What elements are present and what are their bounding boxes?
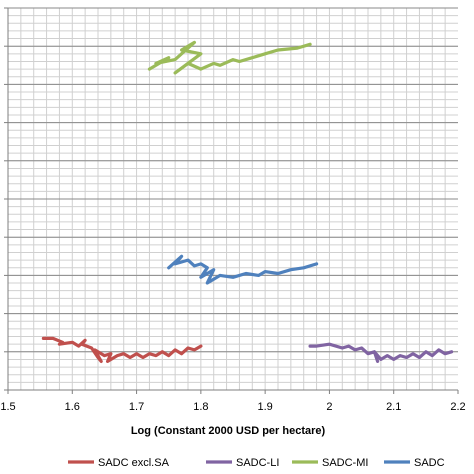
x-tick-label: 2.2 <box>450 401 465 413</box>
series-line <box>41 336 203 363</box>
x-tick-labels: 1.5 1.6 1.7 1.8 1.9 2 2.1 2.2 <box>0 390 466 413</box>
series-line <box>147 40 312 75</box>
legend-label: SADC-LI <box>236 457 279 469</box>
legend-label: SADC <box>414 457 445 469</box>
gridlines <box>8 7 458 390</box>
x-tick-label: 2.1 <box>386 401 401 413</box>
x-tick-label: 1.7 <box>129 401 144 413</box>
legend-label: SADC excl.SA <box>98 457 170 469</box>
series-line <box>308 342 454 363</box>
x-tick-label: 2 <box>326 401 332 413</box>
x-tick-label: 1.5 <box>0 401 15 413</box>
legend: SADC excl.SA SADC-LI SADC-MI SADC <box>68 457 445 469</box>
legend-label: SADC-MI <box>322 457 368 469</box>
x-tick-label: 1.8 <box>193 401 208 413</box>
series-line <box>167 254 319 285</box>
x-tick-label: 1.9 <box>257 401 272 413</box>
plot-series <box>41 40 454 363</box>
x-axis-label: Log (Constant 2000 USD per hectare) <box>131 425 326 437</box>
axes <box>4 7 458 391</box>
x-tick-label: 1.6 <box>65 401 80 413</box>
